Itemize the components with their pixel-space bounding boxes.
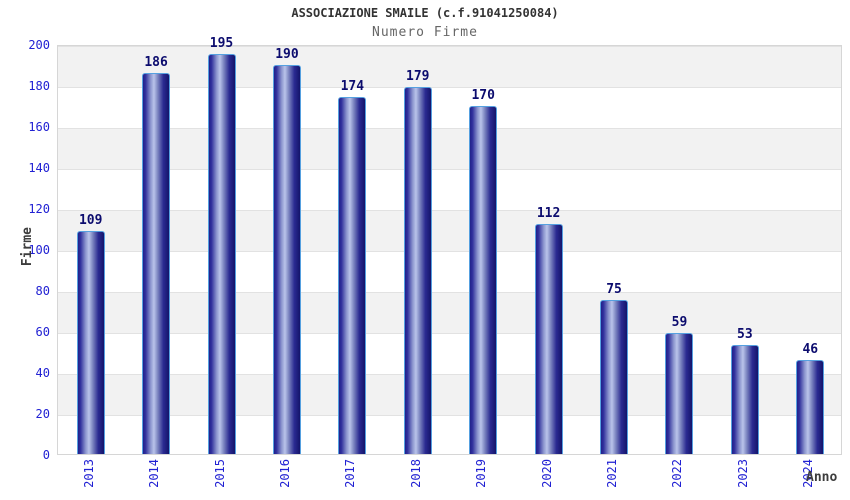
x-tick-2018: 2018	[409, 459, 425, 488]
bar-2015	[207, 54, 236, 454]
bar-value-label: 112	[536, 206, 561, 221]
bar-slot: 109	[58, 46, 123, 454]
y-tick-label: 120	[28, 202, 50, 216]
y-tick-label: 180	[28, 79, 50, 93]
x-tick-label: 2019	[474, 459, 489, 488]
bar-value-label: 170	[471, 88, 495, 103]
bar-value-label: 190	[275, 47, 299, 62]
bar-slot: 46	[778, 46, 843, 454]
bar-value-label: 174	[340, 79, 365, 94]
bar-slot: 174	[320, 46, 385, 454]
bar-2021	[600, 300, 629, 454]
x-tick-2020: 2020	[540, 459, 556, 488]
x-tick-label: 2014	[147, 459, 162, 488]
bar-2022	[665, 333, 694, 454]
bar-2023	[730, 345, 759, 454]
bar-slot: 190	[254, 46, 319, 454]
x-tick-2019: 2019	[474, 459, 490, 488]
bar-value-label: 46	[802, 342, 819, 357]
bar-slot: 112	[516, 46, 581, 454]
bar-slot: 59	[647, 46, 712, 454]
y-tick-label: 160	[28, 120, 50, 134]
x-tick-label: 2021	[605, 459, 620, 488]
x-tick-2017: 2017	[343, 459, 359, 488]
bar-value-label: 109	[78, 213, 103, 228]
x-tick-label: 2016	[277, 459, 292, 488]
y-tick-label: 0	[42, 448, 50, 462]
chart-subtitle: Numero Firme	[372, 25, 478, 40]
x-tick-label: 2020	[539, 459, 554, 488]
bar-2018	[403, 87, 432, 454]
x-tick-label: 2013	[81, 459, 96, 488]
bar-2014	[142, 73, 171, 454]
bar-2020	[534, 224, 563, 454]
bar-2013	[76, 231, 105, 454]
y-axis-label: Firme	[20, 227, 36, 266]
x-axis-label: Anno	[806, 470, 838, 485]
y-tick-label: 60	[35, 325, 50, 339]
y-tick-label: 40	[35, 366, 50, 380]
bar-slot: 170	[451, 46, 516, 454]
bar-slot: 179	[385, 46, 450, 454]
y-tick-label: 20	[35, 407, 50, 421]
y-tick-label: 100	[28, 243, 50, 257]
x-tick-2021: 2021	[605, 459, 621, 488]
y-tick-label: 80	[35, 284, 50, 298]
y-tick-label: 140	[28, 161, 50, 175]
x-tick-2015: 2015	[213, 459, 229, 488]
bar-value-label: 179	[406, 69, 430, 84]
plot-area: 109 186 195 190 174 179 170 112 75 59 53 46	[57, 37, 843, 455]
bar-value-label: 75	[606, 282, 622, 297]
bar-slot: 53	[712, 46, 777, 454]
y-axis-label-text: Firme	[20, 227, 35, 267]
x-tick-2022: 2022	[670, 459, 686, 488]
bar-2017	[338, 97, 367, 454]
x-tick-2014: 2014	[147, 459, 163, 488]
x-tick-label: 2022	[670, 459, 685, 488]
bar-slot: 75	[581, 46, 646, 454]
bar-slot: 186	[123, 46, 188, 454]
bar-value-label: 59	[671, 315, 688, 330]
x-tick-2016: 2016	[278, 459, 294, 488]
bar-value-label: 186	[144, 55, 168, 70]
x-tick-label: 2018	[408, 459, 423, 488]
y-tick-label: 200	[28, 38, 50, 52]
bar-slot: 195	[189, 37, 254, 454]
x-tick-label: 2023	[735, 459, 750, 488]
x-tick-label: 2015	[212, 459, 227, 488]
bar-value-label: 195	[209, 36, 234, 51]
bar-2016	[272, 65, 301, 454]
chart-title: ASSOCIAZIONE SMAILE (c.f.91041250084)	[291, 6, 559, 20]
bar-2024	[796, 360, 825, 454]
bar-value-label: 53	[737, 327, 753, 342]
y-axis-ticks: 0 20 40 60 80 100 120 140 160 180 200	[0, 38, 50, 462]
x-tick-label: 2017	[343, 459, 358, 488]
x-tick-2013: 2013	[82, 459, 98, 488]
bar-2019	[469, 106, 498, 454]
x-tick-2023: 2023	[736, 459, 752, 488]
